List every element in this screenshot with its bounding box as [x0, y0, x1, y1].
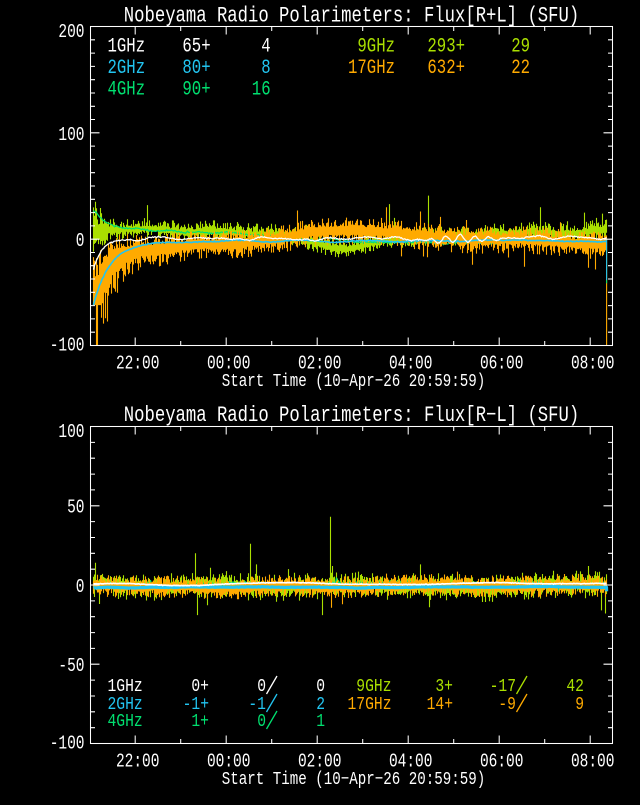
svg-text:17GHz: 17GHz	[348, 694, 392, 715]
svg-text:Start Time (10−Apr−26 20:59:59: Start Time (10−Apr−26 20:59:59)	[222, 769, 486, 790]
svg-text:06:00: 06:00	[480, 750, 524, 772]
svg-text:0+: 0+	[191, 676, 209, 697]
svg-text:1+: 1+	[191, 711, 209, 732]
svg-text:65+: 65+	[182, 35, 210, 58]
svg-text:90+: 90+	[182, 78, 210, 101]
svg-text:16: 16	[252, 78, 271, 101]
svg-text:-1+: -1+	[183, 694, 209, 715]
svg-text:08:00: 08:00	[571, 750, 615, 772]
svg-text:1GHz: 1GHz	[108, 676, 143, 697]
svg-text:00:00: 00:00	[207, 352, 251, 374]
svg-text:2GHz: 2GHz	[108, 694, 143, 715]
svg-text:0: 0	[76, 576, 85, 598]
svg-text:08:00: 08:00	[571, 352, 615, 374]
svg-text:1: 1	[316, 711, 325, 732]
svg-text:Nobeyama Radio Polarimeters: F: Nobeyama Radio Polarimeters: Flux[R+L] (…	[124, 4, 579, 29]
svg-text:06:00: 06:00	[480, 352, 524, 374]
svg-text:4: 4	[261, 35, 270, 58]
svg-text:04:00: 04:00	[389, 750, 433, 772]
svg-text:3+: 3+	[435, 676, 453, 697]
svg-text:80+: 80+	[182, 57, 210, 80]
svg-text:-1: -1	[248, 694, 266, 715]
svg-text:04:00: 04:00	[389, 352, 433, 374]
svg-text:00:00: 00:00	[207, 750, 251, 772]
svg-text:0: 0	[76, 230, 85, 252]
svg-text:14+: 14+	[427, 694, 453, 715]
svg-text:Nobeyama Radio Polarimeters: F: Nobeyama Radio Polarimeters: Flux[R−L] (…	[124, 403, 579, 428]
svg-text:17GHz: 17GHz	[348, 57, 395, 80]
svg-text:9GHz: 9GHz	[356, 676, 391, 697]
svg-text:22:00: 22:00	[116, 352, 160, 374]
svg-text:42: 42	[566, 676, 584, 697]
svg-text:0: 0	[257, 676, 266, 697]
svg-text:293+: 293+	[427, 35, 465, 58]
svg-text:0: 0	[316, 676, 325, 697]
svg-text:02:00: 02:00	[298, 750, 342, 772]
svg-text:Start Time (10−Apr−26 20:59:59: Start Time (10−Apr−26 20:59:59)	[222, 371, 486, 392]
svg-text:4GHz: 4GHz	[108, 711, 143, 732]
svg-text:1GHz: 1GHz	[108, 35, 146, 58]
svg-text:100: 100	[58, 421, 84, 443]
svg-text:-100: -100	[50, 334, 85, 356]
svg-text:-100: -100	[50, 732, 85, 754]
svg-text:2GHz: 2GHz	[108, 57, 146, 80]
svg-text:632+: 632+	[427, 57, 465, 80]
svg-text:02:00: 02:00	[298, 352, 342, 374]
svg-text:2: 2	[316, 694, 325, 715]
svg-text:-9: -9	[498, 694, 516, 715]
svg-text:29: 29	[511, 35, 530, 58]
svg-text:50: 50	[67, 497, 84, 519]
svg-text:22:00: 22:00	[116, 750, 160, 772]
svg-text:4GHz: 4GHz	[108, 78, 146, 101]
svg-text:0: 0	[257, 711, 266, 732]
svg-text:9: 9	[575, 694, 584, 715]
svg-text:200: 200	[58, 21, 84, 43]
svg-text:-17: -17	[490, 676, 516, 697]
svg-text:100: 100	[58, 124, 84, 146]
svg-text:-50: -50	[58, 655, 84, 677]
svg-text:9GHz: 9GHz	[357, 35, 395, 58]
svg-text:22: 22	[511, 57, 530, 80]
svg-text:8: 8	[261, 57, 270, 80]
